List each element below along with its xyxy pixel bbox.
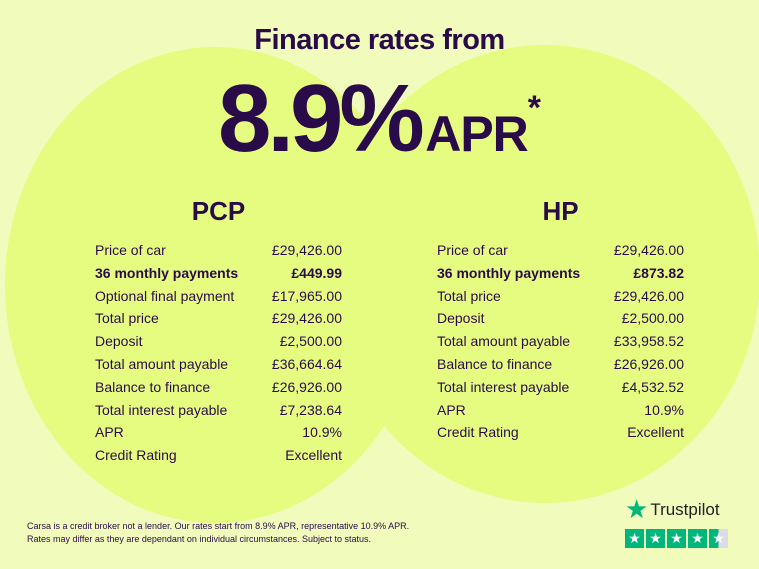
row-label: Deposit [437,310,485,327]
row-value: £26,926.00 [613,355,684,372]
row-value: £2,500.00 [621,310,684,327]
trustpilot-star-icon: ★ [625,494,649,524]
table-row: Deposit £2,500.00 [437,307,684,330]
row-label: Deposit [95,333,143,350]
table-row: Total price £29,426.00 [95,307,342,330]
row-value: £873.82 [633,264,684,281]
row-label: Total interest payable [437,378,570,395]
trustpilot-name: Trustpilot [650,499,720,519]
row-label: 36 monthly payments [437,264,581,281]
rate-unit: APR [425,106,529,162]
row-label: Total interest payable [95,401,228,418]
hp-title: HP [542,196,579,226]
row-value: £7,238.64 [279,401,342,418]
star-icon: ★ [625,529,644,548]
trustpilot-badge[interactable]: ★ Trustpilot ★ ★ ★ ★ ★ [625,494,728,548]
row-label: Total price [437,287,501,304]
row-label: APR [437,401,466,418]
table-row: Price of car £29,426.00 [437,239,684,262]
table-row: Total interest payable £7,238.64 [95,399,342,422]
row-value: £449.99 [291,264,342,281]
table-row: Total price £29,426.00 [437,285,684,308]
row-value: 10.9% [644,401,684,418]
table-row: Credit Rating Excellent [95,444,342,467]
row-value: £29,426.00 [271,242,342,258]
star-icon: ★ [709,529,728,548]
row-label: Total amount payable [95,355,229,372]
table-row: 36 monthly payments £873.82 [437,262,684,285]
disclaimer-line: Rates may differ as they are dependant o… [27,534,372,544]
row-label: Total price [95,310,159,327]
background-circle-right [330,45,759,503]
table-row: 36 monthly payments £449.99 [95,262,342,285]
table-row: Total amount payable £33,958.52 [437,330,684,353]
row-value: £2,500.00 [279,333,342,350]
table-row: APR 10.9% [437,399,684,422]
rate-display: 8.9% APR* [0,64,759,174]
star-icon: ★ [646,529,665,548]
pcp-title: PCP [191,196,246,226]
star-icon: ★ [688,529,707,548]
star-icon: ★ [667,529,686,548]
row-value: £29,426.00 [613,242,684,258]
table-row: Price of car £29,426.00 [95,239,342,262]
row-label: 36 monthly payments [95,264,239,281]
rate-value: 8.9% [217,65,425,172]
table-row: Balance to finance £26,926.00 [95,376,342,399]
row-label: Optional final payment [95,287,235,304]
table-row: APR 10.9% [95,421,342,444]
row-label: Credit Rating [95,447,177,464]
rate-asterisk: * [527,89,542,127]
table-row: Deposit £2,500.00 [95,330,342,353]
hp-table: HP Price of car £29,426.00 36 monthly paym… [437,196,684,444]
trustpilot-rating: ★ ★ ★ ★ ★ [625,529,728,548]
table-row: Credit Rating Excellent [437,421,684,444]
row-value: £33,958.52 [613,333,684,350]
headline: Finance rates from [254,24,505,56]
row-label: Price of car [437,242,508,258]
disclaimer: Carsa is a credit broker not a lender. O… [27,520,409,546]
row-value: 10.9% [302,424,342,441]
row-label: APR [95,424,124,441]
row-label: Price of car [95,242,166,258]
row-label: Balance to finance [437,355,553,372]
table-row: Balance to finance £26,926.00 [437,353,684,376]
row-value: £4,532.52 [621,378,684,395]
row-label: Total amount payable [437,333,571,350]
row-label: Credit Rating [437,424,519,441]
table-row: Total interest payable £4,532.52 [437,376,684,399]
row-value: Excellent [627,424,684,441]
row-value: £17,965.00 [271,287,342,304]
row-value: Excellent [285,447,342,464]
table-row: Total amount payable £36,664.64 [95,353,342,376]
row-value: £29,426.00 [613,287,684,304]
table-row: Optional final payment £17,965.00 [95,285,342,308]
row-label: Balance to finance [95,378,211,395]
row-value: £29,426.00 [271,310,342,327]
disclaimer-line: Carsa is a credit broker not a lender. O… [27,521,410,531]
row-value: £26,926.00 [271,378,342,395]
row-value: £36,664.64 [271,355,342,372]
pcp-table: PCP Price of car £29,426.00 36 monthly pay… [95,196,342,467]
